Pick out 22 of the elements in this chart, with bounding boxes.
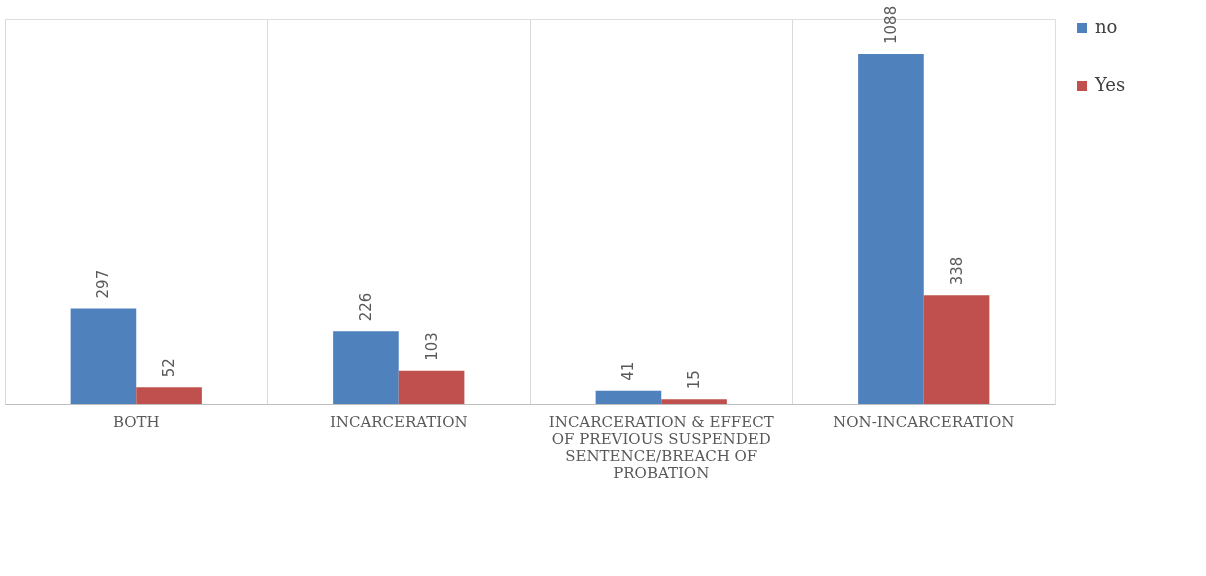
data-label: 297	[94, 269, 113, 299]
x-tick-label: NON-INCARCERATION	[833, 412, 1015, 431]
bar	[661, 399, 727, 404]
legend-label: Yes	[1094, 74, 1126, 95]
bar	[595, 390, 662, 404]
bar	[398, 370, 465, 404]
x-tick-label: BOTH	[112, 412, 160, 431]
x-tick-label: INCARCERATION & EFFECT OF PREVIOUS SUSPENDED SENTENCE/BREACH OF PROBATION	[548, 412, 774, 482]
data-label: 338	[947, 256, 966, 286]
bar	[923, 295, 990, 404]
bar	[333, 331, 399, 404]
data-label: 103	[422, 332, 441, 361]
bar	[858, 54, 924, 404]
x-tick-label: INCARCERATION	[329, 412, 468, 431]
bar	[136, 387, 202, 404]
data-label: 52	[160, 358, 179, 378]
data-label: 41	[619, 361, 638, 381]
data-label: 226	[356, 292, 375, 322]
legend-label: no	[1095, 16, 1118, 37]
data-label: 15	[685, 370, 704, 390]
bar	[70, 308, 137, 404]
data-label: 1088	[881, 5, 900, 44]
